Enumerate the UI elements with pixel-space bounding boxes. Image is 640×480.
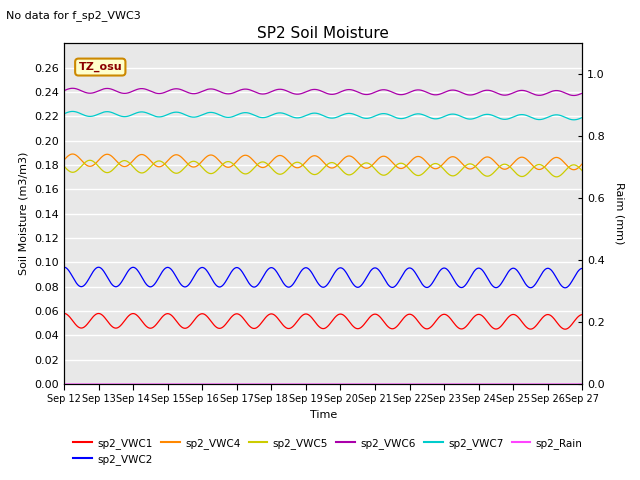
Y-axis label: Soil Moisture (m3/m3): Soil Moisture (m3/m3)	[19, 152, 29, 276]
Text: TZ_osu: TZ_osu	[79, 62, 122, 72]
X-axis label: Time: Time	[310, 410, 337, 420]
Text: No data for f_sp2_VWC3: No data for f_sp2_VWC3	[6, 10, 141, 21]
Y-axis label: Raim (mm): Raim (mm)	[614, 182, 625, 245]
Title: SP2 Soil Moisture: SP2 Soil Moisture	[257, 25, 389, 41]
Legend: sp2_VWC1, sp2_VWC2, sp2_VWC4, sp2_VWC5, sp2_VWC6, sp2_VWC7, sp2_Rain: sp2_VWC1, sp2_VWC2, sp2_VWC4, sp2_VWC5, …	[69, 433, 587, 469]
